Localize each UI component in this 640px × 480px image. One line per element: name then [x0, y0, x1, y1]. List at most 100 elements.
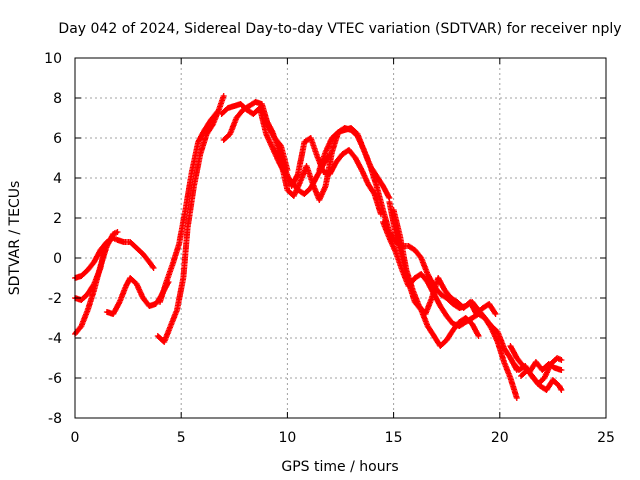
- data-point: [135, 282, 138, 286]
- data-point: [526, 368, 529, 372]
- data-point: [158, 300, 162, 304]
- x-tick-label: 25: [597, 430, 615, 446]
- data-point: [388, 200, 391, 204]
- data-point: [309, 136, 312, 140]
- data-point: [430, 296, 434, 300]
- x-tick-label: 20: [491, 430, 509, 446]
- data-point: [534, 360, 538, 364]
- data-point: [515, 356, 518, 360]
- data-point: [264, 132, 268, 136]
- data-point: [324, 150, 327, 154]
- y-tick-label: 2: [53, 211, 62, 227]
- data-point: [420, 272, 423, 276]
- data-point: [190, 170, 194, 174]
- y-tick-label: 4: [53, 171, 62, 187]
- data-point: [141, 296, 145, 300]
- series-markers: [390, 207, 499, 317]
- data-point: [551, 378, 555, 382]
- data-point: [470, 322, 474, 326]
- data-point: [116, 230, 119, 234]
- data-point: [373, 192, 376, 196]
- data-point: [437, 276, 440, 280]
- data-point: [426, 272, 429, 276]
- data-point: [426, 280, 429, 284]
- data-point: [315, 154, 319, 158]
- data-point: [451, 328, 455, 332]
- data-point: [148, 260, 151, 264]
- y-tick-label: 6: [53, 131, 62, 147]
- data-point: [413, 276, 417, 280]
- data-point: [509, 356, 512, 360]
- data-point: [445, 338, 448, 342]
- data-point: [349, 126, 353, 130]
- data-point: [481, 306, 485, 310]
- data-point: [169, 324, 172, 328]
- data-point: [375, 184, 378, 188]
- data-point: [519, 374, 523, 378]
- y-tick-label: 8: [53, 91, 62, 107]
- data-point: [292, 194, 295, 198]
- data-point: [286, 188, 289, 192]
- data-point: [515, 396, 518, 400]
- series-track-3: [72, 229, 121, 337]
- x-tick-label: 15: [385, 430, 403, 446]
- data-point: [186, 226, 189, 230]
- data-point: [165, 280, 168, 284]
- data-point: [245, 108, 249, 112]
- data-point: [432, 334, 436, 338]
- data-point: [222, 138, 225, 142]
- data-point: [464, 316, 468, 320]
- data-point: [124, 284, 128, 288]
- data-point: [264, 118, 268, 122]
- data-point: [99, 264, 102, 268]
- data-point: [445, 314, 448, 318]
- data-point: [369, 164, 372, 168]
- data-point: [86, 308, 89, 312]
- data-point: [451, 302, 455, 306]
- data-point: [330, 136, 334, 140]
- data-point: [118, 300, 121, 304]
- data-point: [277, 148, 281, 152]
- data-point: [296, 172, 300, 176]
- data-point: [394, 250, 397, 254]
- series-markers: [72, 229, 121, 337]
- data-point: [177, 242, 181, 246]
- data-point: [211, 122, 215, 126]
- y-tick-label: -4: [48, 331, 62, 347]
- series-markers: [72, 235, 157, 281]
- data-point: [192, 184, 196, 188]
- data-point: [122, 240, 126, 244]
- data-point: [362, 148, 366, 152]
- data-point: [366, 182, 370, 186]
- y-tick-label: -8: [48, 411, 62, 427]
- data-point: [360, 168, 363, 172]
- data-point: [92, 288, 96, 292]
- data-point: [420, 256, 423, 260]
- data-point: [116, 238, 119, 242]
- data-point: [543, 376, 546, 380]
- data-point: [439, 304, 442, 308]
- data-point: [475, 312, 478, 316]
- data-point: [443, 288, 446, 292]
- data-point: [271, 130, 274, 134]
- data-point: [549, 362, 552, 366]
- data-point: [218, 106, 221, 110]
- y-tick-label: 10: [44, 51, 62, 67]
- data-point: [220, 112, 223, 116]
- data-point: [258, 106, 261, 110]
- data-point: [411, 288, 414, 292]
- data-point: [555, 356, 559, 360]
- data-point: [417, 304, 421, 308]
- data-point: [545, 388, 548, 392]
- data-point: [490, 326, 493, 330]
- data-point: [129, 240, 132, 244]
- data-point: [541, 368, 544, 372]
- data-point: [112, 232, 115, 236]
- data-point: [322, 170, 325, 174]
- x-tick-label: 5: [177, 430, 186, 446]
- data-point: [290, 184, 293, 188]
- data-point: [80, 324, 83, 328]
- data-point: [560, 388, 563, 392]
- data-point: [509, 376, 512, 380]
- series-track-14: [390, 207, 499, 317]
